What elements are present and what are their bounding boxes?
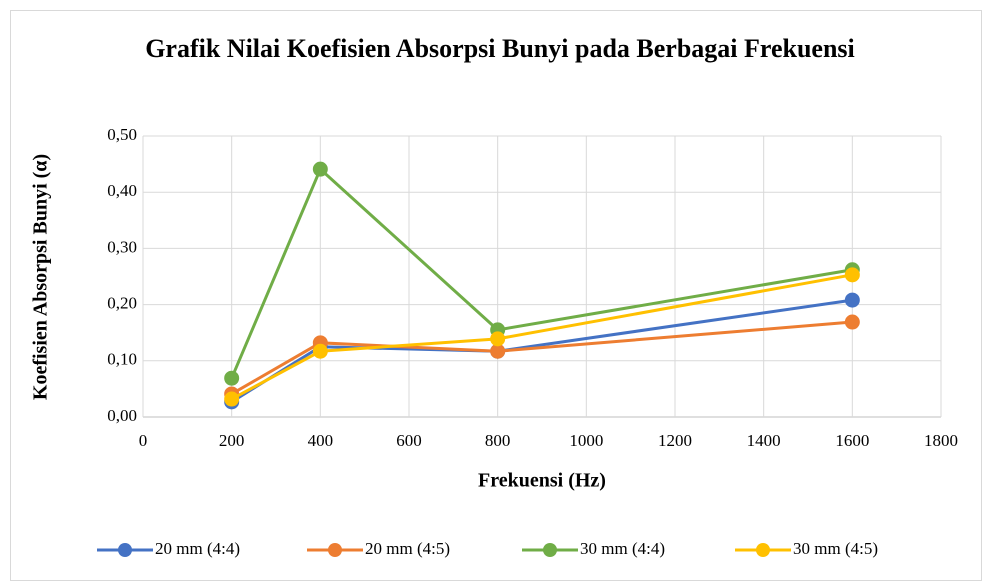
x-tick-label: 0 xyxy=(139,431,148,450)
x-tick-label: 1600 xyxy=(835,431,869,450)
y-tick-label: 0,50 xyxy=(107,125,137,144)
data-point xyxy=(224,391,240,407)
x-tick-label: 800 xyxy=(485,431,511,450)
y-tick-label: 0,00 xyxy=(107,406,137,425)
x-tick-label: 600 xyxy=(396,431,422,450)
legend-marker xyxy=(118,543,132,557)
x-tick-label: 1400 xyxy=(747,431,781,450)
legend-label: 20 mm (4:5) xyxy=(365,539,450,558)
chart-border xyxy=(10,10,982,581)
series-line xyxy=(230,320,853,396)
series-line xyxy=(230,166,853,379)
data-point xyxy=(844,314,860,330)
legend-label: 30 mm (4:5) xyxy=(793,539,878,558)
data-point xyxy=(844,292,860,308)
y-axis-label: Koefisien Absorpsi Bunyi (α) xyxy=(30,154,52,400)
y-tick-label: 0,20 xyxy=(107,294,137,313)
legend-marker xyxy=(756,543,770,557)
x-tick-label: 400 xyxy=(308,431,334,450)
x-tick-label: 1000 xyxy=(569,431,603,450)
data-point xyxy=(312,343,328,359)
y-tick-label: 0,40 xyxy=(107,181,137,200)
legend-marker xyxy=(543,543,557,557)
legend-marker xyxy=(328,543,342,557)
data-point xyxy=(312,161,328,177)
x-tick-label: 1200 xyxy=(658,431,692,450)
y-tick-label: 0,10 xyxy=(107,350,137,369)
x-axis-label: Frekuensi (Hz) xyxy=(478,470,606,492)
chart-title: Grafik Nilai Koefisien Absorpsi Bunyi pa… xyxy=(145,34,855,63)
y-tick-label: 0,30 xyxy=(107,237,137,256)
series-line xyxy=(230,273,853,401)
data-point xyxy=(490,331,506,347)
legend-label: 30 mm (4:4) xyxy=(580,539,665,558)
legend-label: 20 mm (4:4) xyxy=(155,539,240,558)
x-tick-label: 1800 xyxy=(924,431,958,450)
data-point xyxy=(224,370,240,386)
x-tick-label: 200 xyxy=(219,431,245,450)
data-point xyxy=(844,267,860,283)
